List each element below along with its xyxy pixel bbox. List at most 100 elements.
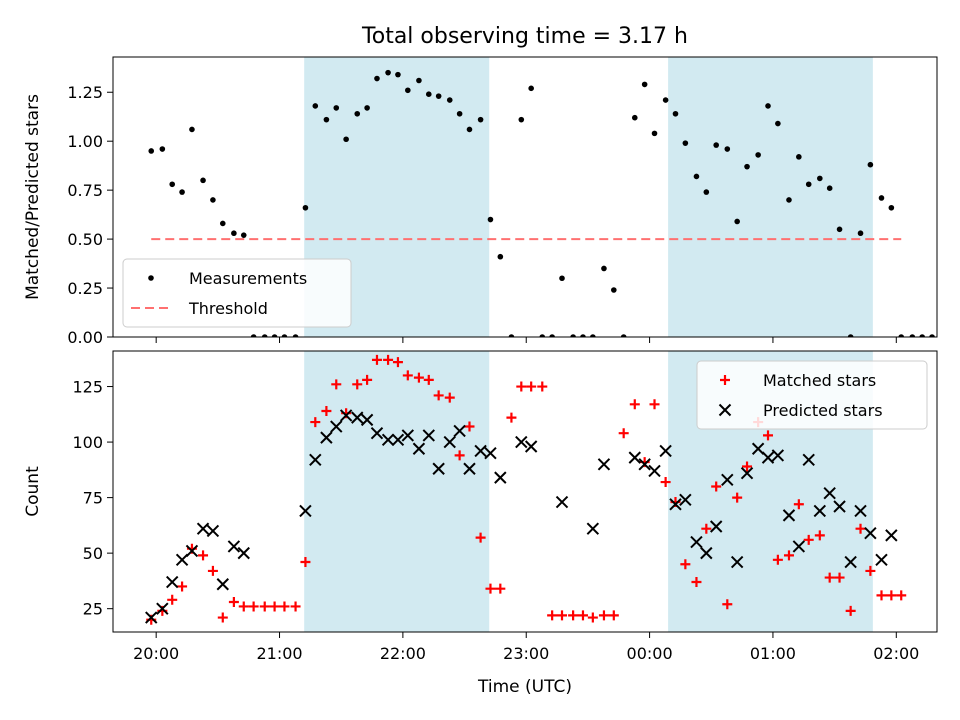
predicted-stars-point xyxy=(854,504,867,518)
measurements-point xyxy=(435,93,442,99)
predicted-stars-point xyxy=(844,555,857,569)
matched-stars-point xyxy=(485,583,496,594)
matched-stars-point xyxy=(321,405,332,416)
measurements-point xyxy=(651,130,658,137)
predicted-stars-point xyxy=(401,429,415,442)
x-tick-label: 20:00 xyxy=(133,644,179,663)
predicted-stars-point xyxy=(740,466,754,480)
measurements-point xyxy=(281,334,288,337)
y-tick-label: 100 xyxy=(72,433,103,452)
measurements-point xyxy=(744,163,750,170)
measurements-point xyxy=(559,275,565,282)
x-tick-label: 22:00 xyxy=(380,644,426,663)
measurements-point xyxy=(662,97,669,103)
measurements-point xyxy=(477,116,484,123)
matched-stars-point xyxy=(876,590,887,601)
measurements-point xyxy=(580,334,586,337)
matched-stars-point xyxy=(803,534,814,545)
predicted-stars-point xyxy=(381,433,395,447)
predicted-stars-point xyxy=(690,535,703,549)
predicted-stars-point xyxy=(391,433,405,447)
matched-stars-point xyxy=(506,412,517,423)
measurements-point xyxy=(169,181,176,188)
predicted-stars-point xyxy=(370,426,384,440)
measurements-point xyxy=(446,97,453,103)
matched-stars-point xyxy=(865,565,876,576)
matched-stars-point xyxy=(587,612,598,623)
matched-stars-point xyxy=(732,492,743,503)
measurements-point xyxy=(487,216,494,223)
predicted-stars-point xyxy=(339,409,353,422)
measurements-point xyxy=(539,334,546,337)
measurements-point xyxy=(847,334,854,337)
matched-stars-point xyxy=(167,594,178,605)
measurements-point xyxy=(867,161,874,168)
predicted-stars-point xyxy=(412,442,426,455)
predicted-stars-point xyxy=(494,471,507,484)
measurements-point xyxy=(611,287,617,293)
predicted-stars-point xyxy=(443,435,456,449)
y-tick-label: 0.50 xyxy=(67,230,103,249)
measurements-point xyxy=(734,218,740,225)
matched-stars-point xyxy=(207,565,218,576)
legend-label-matched-stars: Matched stars xyxy=(763,371,876,390)
x-axis-label: Time (UTC) xyxy=(477,677,572,697)
predicted-stars-point xyxy=(721,473,734,487)
predicted-stars-point xyxy=(166,575,179,589)
legend: Measurements Threshold xyxy=(122,258,352,328)
matched-stars-point xyxy=(598,610,609,621)
matched-stars-point xyxy=(454,450,465,461)
plot-frame xyxy=(112,350,938,633)
predicted-stars-point xyxy=(802,453,815,467)
shaded-window-1 xyxy=(304,351,490,632)
matched-stars-point xyxy=(577,610,588,621)
predicted-stars-point xyxy=(515,435,528,449)
legend-label-measurements: Measurements xyxy=(189,269,307,288)
measurements-point xyxy=(641,81,648,88)
measurements-point xyxy=(508,334,515,337)
measurements-point xyxy=(786,197,792,203)
matched-stars-point xyxy=(352,379,363,390)
predicted-stars-point xyxy=(638,458,651,471)
measurements-point xyxy=(159,146,166,152)
predicted-stars-point xyxy=(823,486,836,500)
predicted-stars-point xyxy=(586,522,600,535)
measurements-point xyxy=(179,189,185,195)
measurements-point xyxy=(570,334,576,337)
matched-stars-point xyxy=(310,417,321,428)
matched-stars-point xyxy=(248,601,259,612)
y-tick-label: 50 xyxy=(83,544,103,563)
matched-stars-point xyxy=(691,577,702,588)
matched-stars-point xyxy=(649,399,660,410)
predicted-stars-point xyxy=(669,498,682,511)
matched-stars-point xyxy=(845,605,856,616)
predicted-stars-point xyxy=(875,553,888,567)
matched-stars-point xyxy=(198,550,209,561)
matched-stars-point xyxy=(834,572,845,583)
measurements-point xyxy=(219,220,226,227)
matched-stars-point xyxy=(516,381,527,392)
measurements-point xyxy=(231,230,237,237)
measurements-point xyxy=(601,265,607,272)
bottom-panel-counts: 25 50 75 100 125 20:00 21:00 22:00 23:00 00:00 01:… xyxy=(23,350,938,663)
measurements-point xyxy=(693,173,700,180)
matched-stars-point xyxy=(495,583,506,594)
predicted-stars-point xyxy=(484,446,497,460)
measurements-point xyxy=(805,181,812,188)
predicted-stars-point xyxy=(659,444,672,458)
matched-stars-point xyxy=(783,550,794,561)
legend-box xyxy=(122,258,352,328)
matched-stars-point xyxy=(793,499,804,510)
measurements-point xyxy=(323,116,330,123)
plot-frame xyxy=(112,56,938,338)
y-tick-label: 1.25 xyxy=(67,83,103,102)
measurements-point xyxy=(909,334,916,337)
predicted-stars-point xyxy=(679,493,692,507)
measurements-point xyxy=(590,334,596,337)
predicted-stars-point xyxy=(185,544,199,558)
matched-stars-point xyxy=(568,610,579,621)
measurements-point xyxy=(826,185,833,191)
matched-stars-point xyxy=(177,581,188,592)
predicted-stars-point xyxy=(156,602,169,615)
predicted-stars-point xyxy=(555,495,569,509)
